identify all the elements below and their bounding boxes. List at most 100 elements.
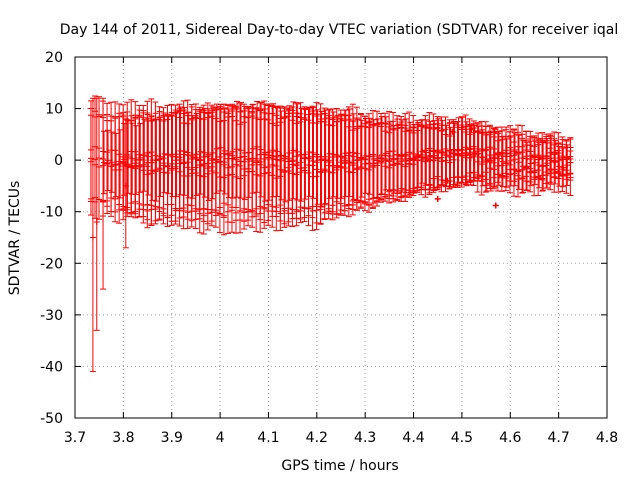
data-point <box>205 151 212 158</box>
data-point <box>345 159 352 166</box>
data-point <box>225 150 232 157</box>
data-point <box>129 155 136 162</box>
data-point <box>563 155 570 162</box>
data-point <box>181 148 188 155</box>
data-point <box>495 155 502 162</box>
data-point <box>544 160 551 167</box>
data-point <box>503 159 510 166</box>
data-point <box>406 157 413 164</box>
data-point <box>293 161 300 168</box>
x-tick-label: 4.4 <box>402 430 424 446</box>
data-point <box>411 155 418 162</box>
data-point <box>249 155 256 162</box>
data-point <box>261 155 268 162</box>
data-point <box>221 147 228 154</box>
data-point <box>109 159 116 166</box>
data-point <box>378 152 385 159</box>
data-point <box>358 154 365 161</box>
x-tick-label: 4 <box>216 430 225 446</box>
data-point <box>458 150 465 157</box>
data-point <box>108 163 115 170</box>
data-point <box>145 153 152 160</box>
data-point <box>265 152 272 159</box>
data-point <box>366 160 373 167</box>
data-point <box>141 152 148 159</box>
data-point <box>193 151 200 158</box>
data-point <box>403 152 410 159</box>
data-point <box>390 155 397 162</box>
data-point <box>350 153 357 160</box>
data-point <box>246 149 253 156</box>
data-point <box>128 163 135 170</box>
data-point <box>192 154 199 161</box>
data-point <box>552 159 559 166</box>
data-point <box>277 157 284 164</box>
data-point <box>338 153 345 160</box>
outlier-point <box>434 195 441 202</box>
data-point <box>519 149 526 156</box>
data-point <box>245 156 252 163</box>
data-point <box>362 156 369 163</box>
data-point <box>442 151 449 158</box>
data-point <box>386 158 393 165</box>
x-tick-label: 4.5 <box>451 430 473 446</box>
data-point <box>555 157 562 164</box>
data-point <box>479 154 486 161</box>
data-point <box>105 157 112 164</box>
data-point <box>451 151 458 158</box>
data-point <box>486 144 493 151</box>
data-point <box>250 145 257 152</box>
data-point <box>478 147 485 154</box>
y-tick-label: -50 <box>40 411 63 427</box>
data-point <box>221 159 228 166</box>
data-point <box>560 164 567 171</box>
data-point <box>515 149 522 156</box>
outlier-point <box>492 202 499 209</box>
data-point <box>423 149 430 156</box>
data-point <box>330 151 337 158</box>
data-point <box>346 149 353 156</box>
data-point <box>270 147 277 154</box>
data-point <box>113 162 120 169</box>
data-point <box>188 156 195 163</box>
data-point <box>434 147 441 154</box>
data-point <box>532 159 539 166</box>
data-point <box>258 146 265 153</box>
data-point <box>438 149 445 156</box>
data-point <box>269 152 276 159</box>
data-point <box>540 163 547 170</box>
outlier-point <box>449 128 456 135</box>
data-point <box>503 147 510 154</box>
x-tick-label: 4.1 <box>257 430 279 446</box>
data-point <box>474 145 481 152</box>
outlier-point <box>468 126 475 133</box>
data-point <box>217 144 224 151</box>
data-point <box>349 160 356 167</box>
data-point <box>278 152 285 159</box>
data-point <box>148 159 155 166</box>
data-point <box>274 148 281 155</box>
data-point <box>491 145 498 152</box>
data-point <box>122 182 129 189</box>
data-point <box>564 162 571 169</box>
plot-area-frame <box>74 56 608 419</box>
data-point <box>117 160 124 167</box>
data-point <box>93 219 100 226</box>
data-point <box>176 156 183 163</box>
data-point <box>454 147 461 154</box>
data-point <box>507 157 514 164</box>
data-point <box>556 163 563 170</box>
data-point <box>286 150 293 157</box>
data-point <box>201 149 208 156</box>
data-point <box>153 157 160 164</box>
data-point <box>241 158 248 165</box>
data-point <box>415 151 422 158</box>
data-point <box>414 152 421 159</box>
data-point <box>140 157 147 164</box>
y-tick-label: -40 <box>40 359 63 375</box>
data-point <box>262 149 269 156</box>
data-point <box>462 149 469 156</box>
x-tick-label: 4.3 <box>354 430 376 446</box>
x-tick-label: 3.8 <box>112 430 134 446</box>
